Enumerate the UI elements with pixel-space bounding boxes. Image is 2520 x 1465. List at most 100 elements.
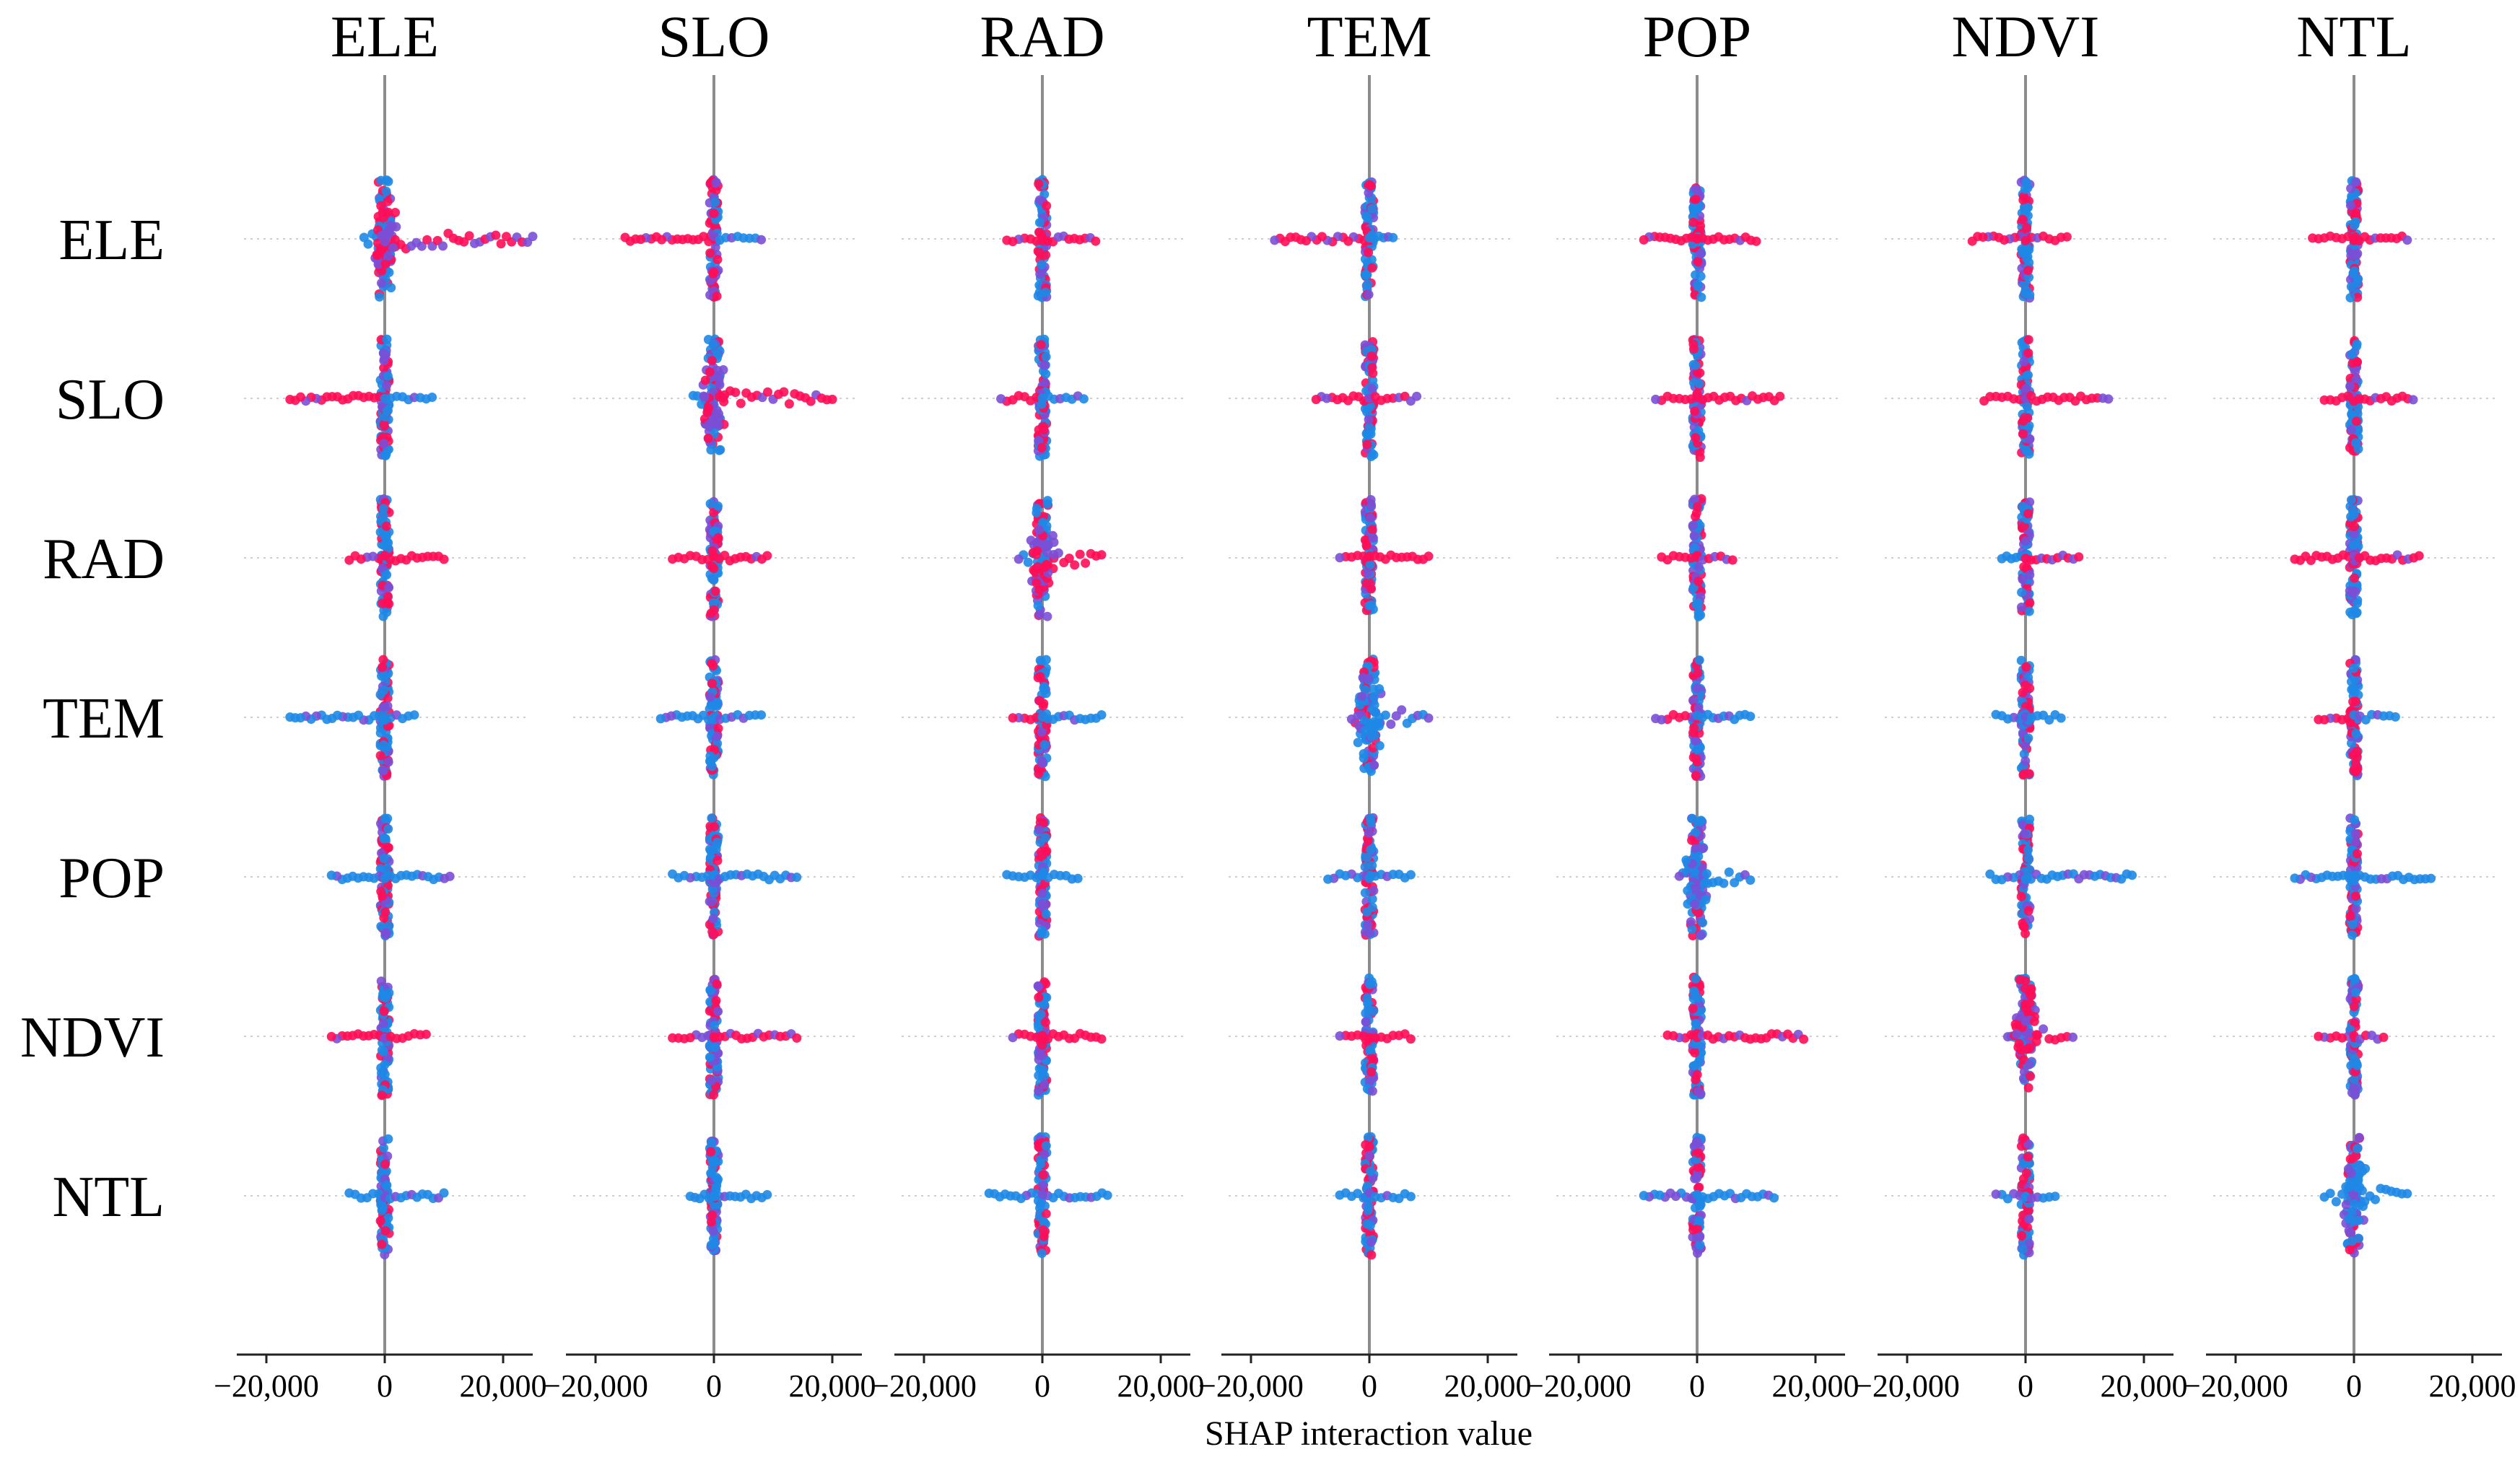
data-point (378, 891, 388, 901)
data-point (2314, 1031, 2324, 1041)
data-point (1701, 895, 1711, 905)
data-point (1102, 1190, 1112, 1200)
data-point (1689, 723, 1699, 733)
data-point (1361, 1140, 1371, 1150)
data-point (2024, 1059, 2034, 1070)
data-point (1694, 655, 1704, 665)
data-point (1365, 979, 1375, 989)
data-point (711, 185, 721, 196)
data-point (383, 757, 393, 767)
data-point (2350, 1084, 2360, 1094)
data-point (380, 412, 391, 421)
data-point (2023, 370, 2033, 380)
data-point (707, 897, 717, 907)
data-point (2346, 183, 2356, 193)
data-point (438, 241, 448, 251)
data-point (285, 395, 295, 404)
data-point (712, 291, 722, 301)
data-point (2018, 1174, 2028, 1184)
data-point (1037, 926, 1047, 936)
data-point (1047, 530, 1058, 541)
data-point (1035, 269, 1045, 279)
data-point (2408, 395, 2418, 405)
data-point (1035, 655, 1045, 665)
data-point (1991, 709, 2001, 720)
data-point (439, 1188, 449, 1198)
data-point (1405, 1034, 1416, 1044)
data-point (2346, 425, 2356, 434)
data-point (1745, 712, 1756, 722)
data-point (2347, 919, 2358, 930)
data-point (1365, 401, 1375, 411)
data-point (714, 408, 723, 419)
data-point (2319, 395, 2329, 405)
data-point (1366, 1067, 1377, 1077)
data-point (391, 208, 400, 217)
data-point (709, 575, 719, 585)
data-point (2351, 250, 2361, 261)
data-point (1651, 394, 1661, 404)
data-point (1694, 1200, 1704, 1210)
data-point (1038, 1225, 1048, 1235)
data-point (2025, 497, 2035, 507)
data-point (713, 501, 723, 511)
data-point (710, 586, 720, 596)
data-point (1405, 1191, 1416, 1202)
data-point (2345, 293, 2355, 302)
data-point (1038, 1181, 1048, 1190)
data-point (1002, 235, 1012, 245)
data-point (2351, 729, 2361, 738)
data-point (1039, 1150, 1050, 1159)
data-point (1041, 287, 1050, 297)
data-point (2019, 749, 2029, 759)
data-point (1038, 517, 1048, 528)
data-point (1694, 379, 1704, 389)
data-point (757, 710, 767, 720)
data-point (2024, 272, 2034, 282)
data-point (390, 235, 400, 245)
data-point (439, 554, 449, 564)
data-point (712, 979, 722, 989)
data-point (1363, 430, 1373, 440)
data-point (379, 356, 389, 366)
data-point (1371, 719, 1381, 729)
data-point (2414, 551, 2424, 561)
data-point (1696, 930, 1706, 940)
data-point (2127, 870, 2137, 880)
data-point (379, 1006, 389, 1016)
data-point (712, 255, 723, 265)
data-point (1362, 853, 1372, 862)
data-point (1034, 1086, 1044, 1096)
data-point (705, 499, 715, 509)
data-point (1724, 867, 1734, 877)
data-point (344, 1188, 354, 1198)
data-point (1687, 835, 1697, 845)
data-point (2025, 289, 2035, 299)
data-point (1692, 204, 1702, 214)
data-point (378, 655, 388, 665)
data-point (779, 387, 789, 397)
data-point (1367, 902, 1377, 912)
data-point (375, 292, 385, 302)
data-point (688, 390, 698, 401)
data-point (709, 209, 719, 219)
data-point (378, 662, 388, 672)
data-point (1026, 535, 1036, 546)
data-point (2018, 195, 2028, 205)
data-point (2018, 1133, 2028, 1143)
data-point (382, 380, 391, 390)
data-point (718, 393, 728, 403)
data-point (1367, 1086, 1377, 1096)
beeswarm-points (285, 175, 2436, 1260)
data-point (2020, 929, 2031, 939)
data-point (2018, 416, 2028, 426)
data-point (1363, 998, 1373, 1008)
data-point (1967, 236, 1977, 246)
data-point (706, 1147, 716, 1157)
data-point (378, 504, 388, 514)
data-point (2023, 335, 2033, 345)
data-point (2022, 401, 2032, 411)
data-point (381, 186, 391, 196)
data-point (1693, 852, 1704, 862)
data-point (1096, 710, 1107, 720)
